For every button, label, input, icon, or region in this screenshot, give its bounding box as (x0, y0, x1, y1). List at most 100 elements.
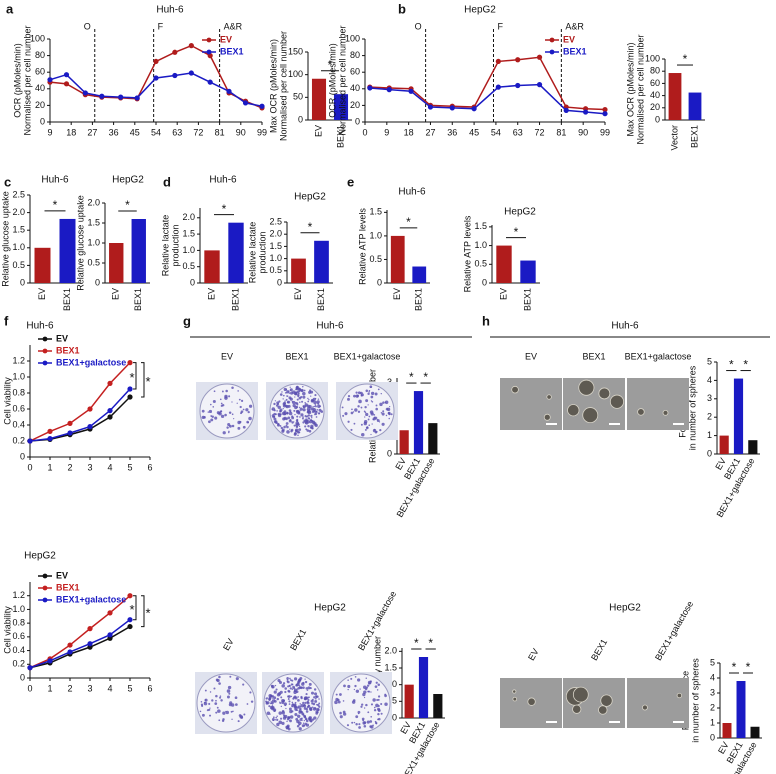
colony (310, 691, 314, 695)
colony (296, 398, 299, 401)
colony (277, 412, 281, 416)
y-tick-label: 1.5 (87, 217, 100, 227)
bar (314, 240, 329, 283)
colony (368, 682, 371, 685)
colony (379, 428, 382, 432)
x-tick-label: 72 (535, 127, 545, 137)
colony (286, 395, 288, 397)
colony (367, 418, 370, 421)
point (188, 70, 194, 76)
bar (412, 266, 427, 283)
y-tick-label: 3 (710, 687, 715, 697)
x-tick-label: Vector (669, 125, 679, 151)
colony (266, 711, 271, 716)
colony (363, 690, 367, 694)
colony (352, 411, 355, 413)
colony (357, 391, 361, 395)
y-tick-label: 0 (707, 448, 712, 458)
significance-label: * (125, 198, 130, 212)
colony (373, 413, 376, 416)
colony (304, 680, 308, 684)
colony (379, 402, 383, 407)
y-tick-label: 60 (650, 78, 660, 88)
colony (355, 689, 360, 693)
y-tick-label: 1.0 (87, 237, 100, 247)
colony (306, 700, 309, 704)
point (495, 84, 501, 90)
colony (221, 719, 225, 723)
colony (289, 687, 292, 690)
colony (339, 711, 342, 715)
y-tick-label: 0 (190, 277, 195, 287)
sphere (572, 686, 589, 703)
colony (286, 425, 289, 429)
colony (309, 708, 313, 711)
bar (34, 247, 51, 283)
colony (269, 694, 273, 698)
point (226, 88, 232, 94)
colony (308, 682, 312, 686)
colony (287, 416, 291, 420)
point (107, 380, 113, 386)
y-tick-label: 0 (355, 116, 360, 126)
x-tick-label: BEX1 (689, 125, 699, 148)
colony (298, 428, 302, 431)
y-tick-label: 0 (298, 114, 303, 124)
y-tick-label: 50 (293, 92, 303, 102)
point (87, 424, 93, 430)
colony (372, 418, 375, 421)
point (367, 85, 373, 91)
colony (350, 677, 353, 680)
colony (301, 400, 304, 403)
colony (350, 428, 353, 431)
y-tick-label: 0 (710, 732, 715, 742)
x-tick-label: BEX1 (316, 288, 326, 311)
colony (353, 721, 356, 724)
colony (214, 416, 218, 420)
colony (354, 408, 358, 412)
colony (365, 703, 368, 707)
colony (288, 716, 291, 719)
colony (230, 703, 235, 707)
colony (317, 703, 320, 707)
colony (273, 412, 276, 416)
x-tick-label: EV (37, 288, 47, 300)
significance-bracket (141, 595, 145, 628)
legend-marker (42, 360, 48, 366)
colony (299, 416, 301, 418)
y-tick-label: 0 (655, 114, 660, 124)
colony (220, 699, 223, 702)
panel-header: HepG2 (314, 603, 346, 614)
colony (292, 697, 295, 700)
y-tick-label: 0.2 (12, 659, 25, 669)
colony (372, 698, 376, 702)
colony (228, 411, 232, 415)
colony (219, 696, 222, 699)
sphere (600, 694, 613, 707)
colony (237, 426, 241, 430)
x-tick-label: 99 (600, 127, 610, 137)
colony (367, 404, 369, 406)
y-tick-label: 2.5 (12, 189, 25, 199)
colony (302, 421, 305, 424)
colony (290, 695, 293, 698)
colony (314, 404, 317, 406)
y-tick-label: 0 (482, 277, 487, 287)
colony (276, 722, 280, 727)
image-label: EV (221, 351, 233, 361)
colony (279, 393, 283, 396)
colony (305, 693, 308, 696)
colony (312, 702, 316, 706)
y-axis-label: Normalised per cell number (337, 25, 347, 135)
x-tick-label: 6 (147, 683, 152, 693)
significance-label: * (746, 660, 751, 674)
colony (282, 394, 285, 397)
chart-title: Huh-6 (156, 5, 184, 16)
y-tick-label: 1.5 (182, 228, 195, 238)
point (127, 360, 133, 366)
colony (368, 424, 371, 427)
point (27, 438, 33, 444)
colony (373, 706, 376, 709)
x-tick-label: 1 (47, 462, 52, 472)
colony (306, 689, 309, 691)
